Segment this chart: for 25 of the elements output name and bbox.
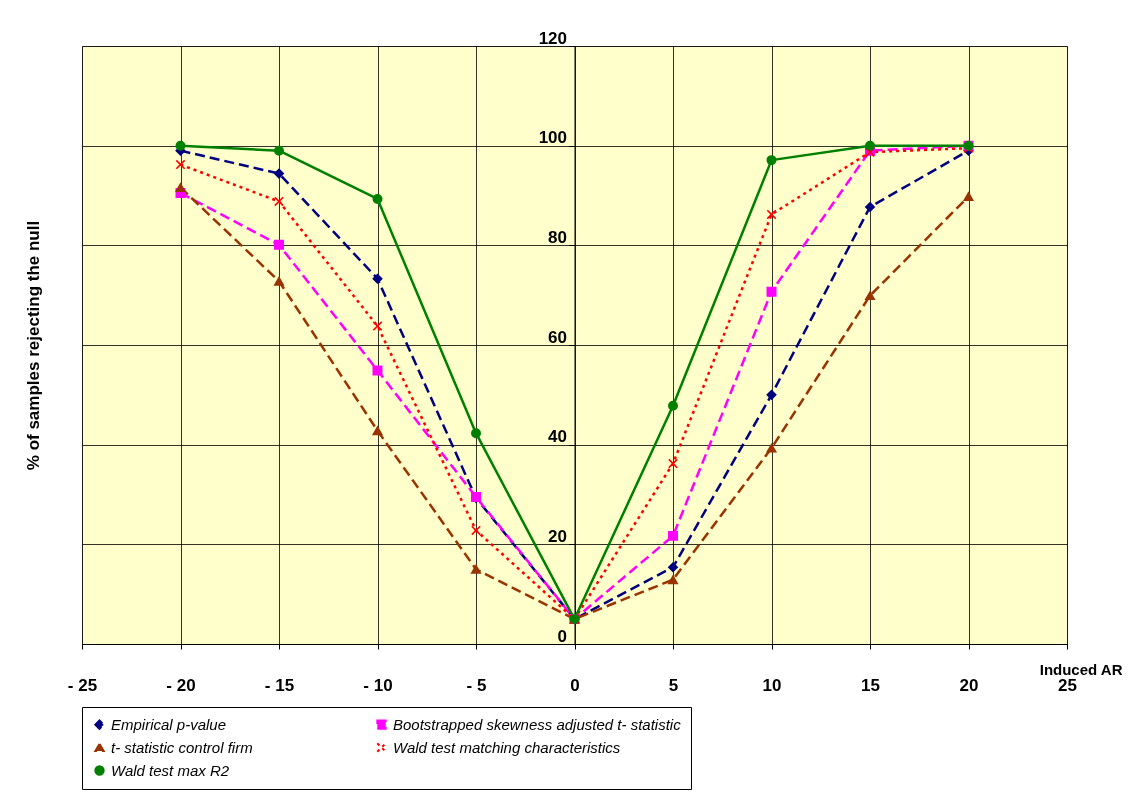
x-tick-label: - 10	[363, 675, 393, 695]
y-tick-label: 60	[548, 327, 567, 347]
y-tick-label: 80	[548, 227, 567, 247]
x-axis-title: Induced AR	[1039, 660, 1123, 678]
legend-label: Empirical p-value	[111, 715, 227, 733]
y-tick-label: 120	[538, 28, 567, 48]
x-tick-label: 15	[861, 675, 880, 695]
legend-label: Wald test matching characteristics	[393, 738, 621, 756]
x-tick-label: 10	[762, 675, 782, 695]
legend-label: Bootstrapped skewness adjusted t- statistic	[393, 715, 682, 733]
x-tick-label: - 5	[466, 675, 487, 695]
y-axis-title: % of samples rejecting the null	[23, 220, 43, 471]
y-tick-label: 0	[557, 626, 567, 646]
y-tick-label: 100	[538, 128, 567, 148]
x-tick-label: - 25	[67, 675, 98, 695]
y-tick-label: 40	[548, 427, 567, 447]
y-tick-label: 20	[548, 526, 567, 546]
legend-label: t- statistic control firm	[111, 738, 253, 756]
x-tick-label: 25	[1058, 675, 1077, 695]
x-tick-label: 0	[570, 675, 580, 695]
x-tick-label: 20	[959, 675, 979, 695]
x-tick-label: - 20	[166, 675, 196, 695]
x-tick-label: 5	[668, 675, 679, 695]
legend-label: Wald test max R2	[111, 761, 230, 779]
x-tick-label: - 15	[264, 675, 295, 695]
